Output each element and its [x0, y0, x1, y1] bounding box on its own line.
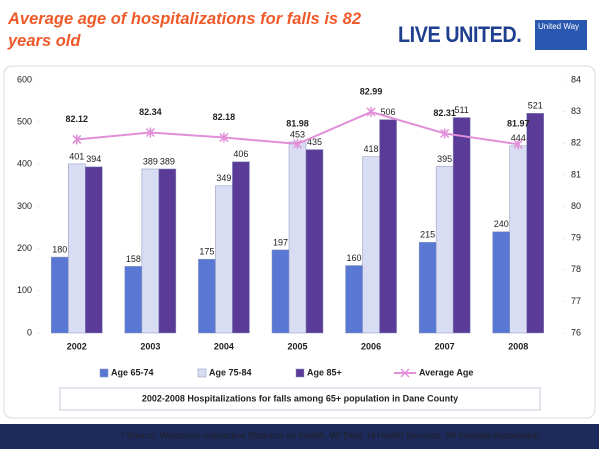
- y2-tick-label: 80: [571, 201, 581, 211]
- bar: [51, 256, 69, 334]
- bar: [452, 117, 471, 334]
- bar: [509, 145, 527, 334]
- bar: [379, 119, 397, 334]
- bar: [215, 185, 233, 334]
- caption-box: [59, 387, 541, 411]
- logo: LIVE UNITED.: [398, 22, 522, 47]
- legend-swatch: [99, 368, 109, 378]
- x-tick-label: 2005: [287, 341, 307, 351]
- legend-swatch: [295, 368, 305, 378]
- bar: [305, 149, 324, 334]
- bar-value-label: 175: [199, 247, 214, 257]
- y-tick-label: 100: [17, 285, 32, 295]
- bar-value-label: 197: [273, 237, 288, 247]
- y2-tick-label: 79: [571, 233, 581, 243]
- x-tick-label: 2007: [435, 341, 455, 351]
- legend-label: Average Age: [419, 367, 473, 377]
- line-marker: [366, 106, 376, 117]
- bar: [288, 141, 307, 334]
- bar: [362, 156, 380, 334]
- x-tick-label: 2003: [140, 341, 160, 351]
- line-marker: [513, 139, 523, 150]
- x-tick-label: 2006: [361, 341, 381, 351]
- bar-value-label: 160: [347, 253, 362, 263]
- bar-value-label: 180: [52, 244, 67, 254]
- bar: [232, 161, 250, 334]
- bar: [345, 265, 363, 334]
- bar: [435, 166, 454, 334]
- legend-label: Age 85+: [307, 367, 342, 377]
- bar: [526, 113, 544, 334]
- bar: [68, 163, 86, 334]
- bar-value-label: 511: [454, 105, 468, 115]
- bar-value-label: 406: [233, 149, 248, 159]
- bar: [492, 231, 510, 334]
- bar-value-label: 394: [86, 154, 101, 164]
- bar-value-label: 215: [420, 230, 435, 240]
- y2-tick-label: 83: [571, 106, 581, 116]
- bar-value-label: 389: [160, 156, 175, 166]
- y-tick-label: 500: [17, 117, 32, 127]
- bar-value-label: 418: [364, 144, 379, 154]
- line-marker: [72, 134, 82, 145]
- legend-swatch: [400, 368, 410, 378]
- bar: [198, 258, 216, 334]
- bar-value-label: 395: [437, 154, 452, 164]
- footer-bar: [0, 424, 599, 449]
- y2-tick-label: 84: [571, 74, 581, 84]
- y2-tick-label: 76: [571, 327, 581, 337]
- bar-value-label: 349: [216, 173, 231, 183]
- y-tick-label: 0: [27, 327, 32, 337]
- x-tick-label: 2002: [67, 341, 87, 351]
- y-tick-label: 200: [17, 243, 32, 253]
- y-tick-label: 300: [17, 201, 32, 211]
- logo-badge: United Way: [535, 20, 587, 50]
- y2-tick-label: 82: [571, 138, 581, 148]
- y2-tick-label: 81: [571, 169, 581, 179]
- bar-value-label: 435: [307, 137, 322, 147]
- bar-value-label: 444: [511, 133, 526, 143]
- caption: 2002-2008 Hospitalizations for falls amo…: [142, 393, 458, 403]
- bar-value-label: 521: [528, 101, 543, 111]
- bar: [141, 168, 160, 334]
- bar-value-label: 506: [381, 107, 396, 117]
- bar: [418, 242, 437, 334]
- line-value-label: 82.18: [213, 112, 236, 122]
- slide-title: Average age of hospitalizations for fall…: [8, 10, 362, 50]
- y-tick-label: 600: [17, 74, 32, 84]
- y2-tick-label: 77: [571, 296, 581, 306]
- bar: [158, 168, 177, 334]
- x-tick-label: 2008: [508, 341, 528, 351]
- y2-tick-label: 78: [571, 264, 581, 274]
- bar-value-label: 158: [126, 254, 141, 264]
- x-tick-label: 2004: [214, 341, 234, 351]
- bar: [124, 266, 143, 334]
- line-marker: [145, 127, 155, 138]
- bar: [85, 166, 103, 334]
- legend-swatch: [197, 368, 207, 378]
- line-value-label: 82.34: [139, 107, 162, 117]
- line-marker: [440, 128, 450, 139]
- footer-source: * Source: Wisconsin Interactive Statisti…: [121, 430, 540, 440]
- line-marker: [292, 138, 303, 149]
- line-value-label: 81.98: [286, 118, 309, 128]
- y-tick-label: 400: [17, 159, 32, 169]
- line-marker: [219, 132, 229, 143]
- bar-value-label: 389: [143, 156, 158, 166]
- line-value-label: 82.99: [360, 86, 383, 96]
- bar: [271, 249, 290, 334]
- line-value-label: 82.12: [66, 114, 89, 124]
- bar-value-label: 453: [290, 129, 305, 139]
- legend-label: Age 75-84: [209, 367, 252, 377]
- line-value-label: 81.97: [507, 119, 530, 129]
- bar-value-label: 401: [69, 151, 84, 161]
- bar-value-label: 240: [494, 219, 509, 229]
- legend-label: Age 65-74: [111, 367, 154, 377]
- line-value-label: 82.31: [433, 108, 456, 118]
